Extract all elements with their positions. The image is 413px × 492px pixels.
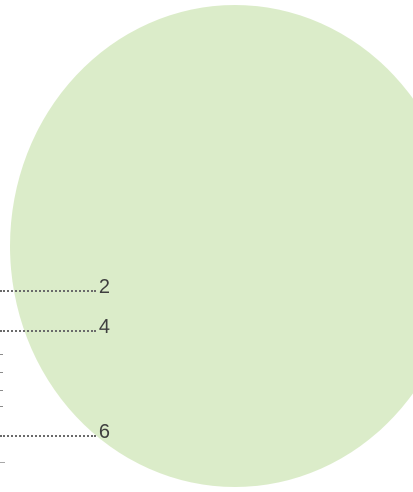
- decorative-green-circle: [10, 5, 413, 487]
- cropped-line-fragment: [0, 354, 3, 355]
- cropped-line-fragment: [0, 390, 3, 391]
- toc-dot-leader: [0, 330, 96, 332]
- toc-entry: 2: [0, 276, 110, 298]
- toc-entry: 4: [0, 316, 110, 338]
- toc-entry: 6: [0, 421, 110, 443]
- cropped-text-fragments: [0, 352, 3, 408]
- toc-page-number: 2: [98, 276, 110, 298]
- toc-dot-leader: [0, 435, 96, 437]
- toc-page-number: 6: [98, 421, 110, 443]
- toc-dot-leader: [0, 290, 96, 292]
- toc-page-number: 4: [98, 316, 110, 338]
- cropped-line-fragment: [0, 406, 3, 407]
- cropped-line-fragment: [0, 372, 3, 373]
- cropped-line-fragment: [0, 462, 5, 463]
